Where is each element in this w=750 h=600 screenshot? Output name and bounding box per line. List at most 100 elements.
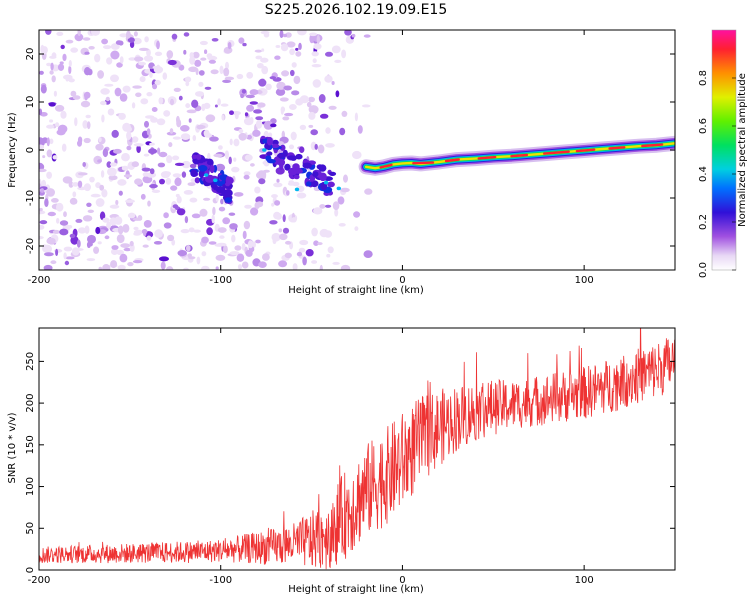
spectrogram-noise-blob	[298, 42, 302, 51]
spectrogram-noise-blob	[70, 47, 79, 53]
spectrogram-noise-blob	[95, 143, 104, 151]
spectrogram-noise-blob	[51, 75, 56, 83]
spectrogram-noise-blob	[172, 204, 179, 209]
spectrogram-y-axis: -20 -10 0 10 20	[25, 48, 675, 254]
spectrogram-noise-blob	[280, 106, 284, 115]
spectrogram-noise-blob	[154, 229, 163, 238]
spectrogram-noise-blob	[131, 102, 136, 109]
spectrogram-descending-ridge-blob	[209, 164, 215, 174]
spectrogram-noise-blob	[100, 100, 107, 106]
spectrogram-noise-blob	[263, 32, 270, 38]
spectrogram-noise-blob	[48, 102, 56, 107]
spectrogram-noise-blob	[243, 117, 254, 126]
snr-x-tick-label: 100	[575, 575, 594, 586]
spectrogram-noise-blob	[215, 254, 226, 261]
spectrogram-noise-blob	[129, 240, 134, 247]
spectrogram-noise-blob	[47, 211, 56, 217]
spectrogram-noise-blob	[188, 66, 198, 73]
spectrogram-noise-blob	[247, 240, 254, 249]
spectrogram-noise-blob	[52, 229, 60, 234]
spectrogram-noise-blob	[193, 229, 201, 233]
spectrogram-noise-blob	[319, 204, 326, 209]
spectrogram-noise-blob	[180, 133, 191, 141]
spectrogram-descending-ridge-blob	[224, 189, 233, 197]
spectrogram-x-tick-label: 0	[399, 275, 405, 286]
spectrogram-noise-blob	[243, 174, 250, 180]
colorbar-tick-label: 0.4	[698, 166, 709, 182]
spectrogram-descending-ridge-blob	[290, 156, 297, 161]
spectrogram-noise-blob	[105, 96, 110, 102]
spectrogram-noise-blob	[149, 71, 153, 78]
spectrogram-noise-blob	[249, 89, 259, 96]
spectrogram-descending-ridge-blob	[327, 181, 335, 188]
spectrogram-noise-blob	[201, 251, 207, 257]
spectrogram-noise-blob	[62, 176, 73, 184]
spectrogram-noise-blob	[229, 110, 234, 115]
spectrogram-noise-blob	[97, 241, 102, 245]
spectrogram-main-ridge-peak	[543, 150, 570, 155]
snr-x-tick-label: -100	[209, 575, 232, 586]
spectrogram-noise-blob	[144, 120, 149, 128]
spectrogram-noise-blob	[204, 49, 208, 54]
spectrogram-noise-blob	[102, 217, 110, 223]
spectrogram-noise-blob	[55, 122, 60, 128]
spectrogram-noise-blob	[265, 83, 272, 91]
spectrogram-main-ridge-peak	[444, 158, 460, 163]
spectrogram-noise-blob	[269, 76, 277, 80]
spectrogram-noise-blob	[156, 40, 160, 50]
spectrogram-noise-blob	[74, 117, 78, 127]
spectrogram-descending-ridge-blob	[267, 159, 276, 164]
spectrogram-noise-blob	[51, 198, 59, 203]
spectrogram-noise-blob	[210, 69, 219, 75]
spectrogram-noise-blob	[260, 57, 269, 63]
spectrogram-descending-ridge-blob	[198, 169, 205, 178]
spectrogram-noise-blob	[229, 251, 240, 256]
spectrogram-noise-blob	[318, 94, 326, 103]
spectrogram-noise-blob	[119, 93, 128, 102]
spectrogram-descending-ridge-blob	[277, 158, 286, 167]
spectrogram-noise-blob	[186, 109, 197, 114]
spectrogram-noise-blob	[134, 178, 143, 185]
spectrogram-noise-blob	[208, 59, 216, 64]
spectrogram-noise-blob	[213, 153, 223, 158]
spectrogram-noise-blob	[236, 253, 245, 262]
spectrogram-noise-blob	[243, 171, 251, 176]
spectrogram-noise-blob	[308, 124, 314, 128]
spectrogram-noise-blob	[172, 155, 180, 161]
snr-x-axis: -200 -100 0 100	[28, 328, 594, 586]
spectrogram-noise-blob	[253, 109, 263, 114]
spectrogram-noise-blob	[282, 227, 290, 234]
spectrogram-descending-ridge-blob	[266, 136, 273, 146]
spectrogram-noise-blob	[343, 174, 348, 183]
spectrogram-noise-blob	[254, 201, 260, 209]
spectrogram-noise-blob	[49, 70, 54, 75]
spectrogram-noise-blob	[59, 220, 69, 226]
spectrogram-noise-blob	[282, 116, 290, 121]
spectrogram-noise-blob	[60, 44, 65, 50]
spectrogram-noise-blob	[223, 245, 228, 254]
snr-y-tick-label: 50	[25, 522, 36, 535]
spectrogram-noise-blob	[233, 138, 240, 147]
spectrogram-noise-blob	[83, 137, 91, 144]
spectrogram-noise-blob	[220, 103, 229, 107]
spectrogram-ridge-highlight	[213, 178, 218, 182]
spectrogram-noise-blob	[40, 44, 45, 54]
spectrogram-noise-blob	[220, 198, 224, 205]
spectrogram-noise-blob	[106, 161, 112, 168]
spectrogram-noise-blob	[261, 65, 269, 75]
spectrogram-noise-blob	[52, 155, 58, 160]
spectrogram-noise-blob	[101, 114, 105, 123]
spectrogram-noise-blob	[143, 55, 154, 62]
spectrogram-noise-blob	[158, 97, 164, 105]
spectrogram-descending-ridge-blob	[215, 186, 226, 194]
spectrogram-noise-blob	[245, 94, 255, 99]
spectrogram-noise-blob	[335, 90, 340, 98]
spectrogram-noise-blob	[170, 98, 174, 106]
spectrogram-noise-blob	[215, 194, 219, 202]
spectrogram-noise-blob	[140, 98, 149, 105]
spectrogram-noise-blob	[201, 236, 209, 244]
spectrogram-noise-blob	[49, 138, 54, 145]
spectrogram-noise-blob	[271, 194, 278, 199]
spectrogram-noise-blob	[72, 191, 77, 198]
spectrogram-noise-blob	[149, 168, 155, 175]
